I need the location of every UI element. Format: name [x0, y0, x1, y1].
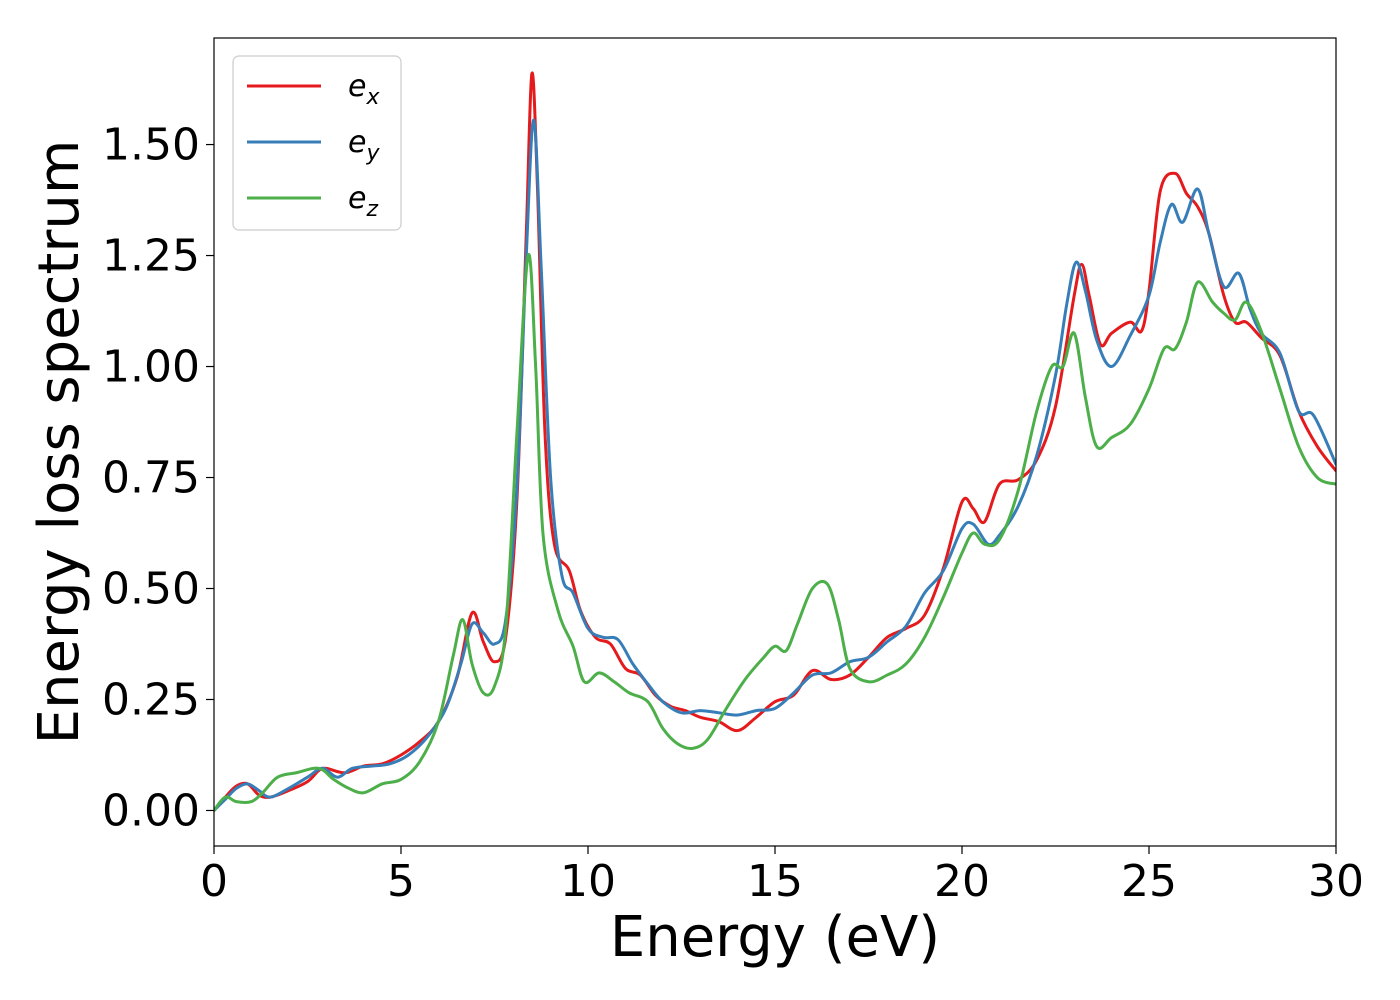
- series-line-e-z: [214, 253, 1336, 812]
- series-lines: [214, 71, 1336, 812]
- series-line-e-y: [214, 118, 1336, 812]
- y-tick-label: 0.50: [102, 564, 200, 615]
- x-tick-label: 0: [200, 856, 228, 907]
- legend-label-z: ez: [348, 181, 378, 222]
- x-tick-label: 20: [934, 856, 990, 907]
- x-axis-ticks: 0 5 10 15 20 25 30: [200, 846, 1364, 907]
- legend: ex ey ez: [232, 55, 402, 231]
- x-tick-label: 30: [1308, 856, 1364, 907]
- y-axis-ticks: 0.00 0.25 0.50 0.75 1.00 1.25 1.50: [102, 120, 214, 836]
- x-tick-label: 5: [387, 856, 415, 907]
- y-tick-label: 0.00: [102, 785, 200, 836]
- y-tick-label: 0.75: [102, 453, 200, 504]
- x-tick-label: 15: [747, 856, 803, 907]
- legend-label-x: ex: [348, 69, 380, 110]
- x-axis-label: Energy (eV): [610, 905, 940, 970]
- y-tick-label: 1.50: [102, 120, 200, 171]
- x-tick-label: 25: [1121, 856, 1177, 907]
- y-axis-label: Energy loss spectrum: [27, 140, 92, 745]
- x-tick-label: 10: [560, 856, 616, 907]
- y-tick-label: 1.25: [102, 231, 200, 282]
- y-tick-label: 0.25: [102, 674, 200, 725]
- legend-label-y: ey: [348, 125, 380, 166]
- y-tick-label: 1.00: [102, 342, 200, 393]
